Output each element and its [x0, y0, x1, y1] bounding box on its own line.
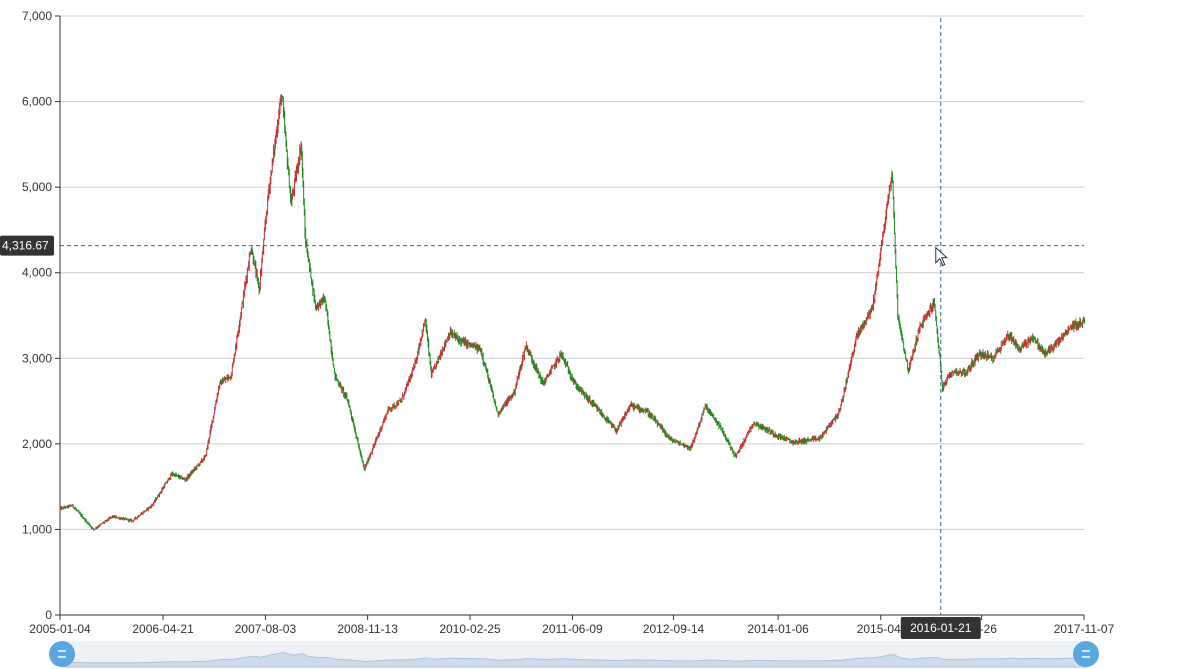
crosshair-x-label-bg	[900, 617, 981, 639]
x-tick-label: 2007-08-03	[235, 622, 297, 636]
x-tick-label: 2017-11-07	[1054, 622, 1115, 636]
x-tick-label: 2015-04-	[857, 622, 905, 636]
data-zoom-slider[interactable]	[49, 641, 1099, 668]
crosshair: 4,316.67 2016-01-21	[0, 18, 1084, 639]
candles[interactable]	[59, 93, 1085, 531]
y-axis-ticks: 0 1,000 2,000 3,000 4,000 5,000 6,000 7,000	[22, 9, 52, 622]
y-tick-label: 0	[45, 608, 52, 622]
zoom-handle-circle[interactable]	[1073, 641, 1099, 667]
grid-lines	[60, 15, 1084, 530]
y-tick-label: 6,000	[22, 95, 52, 109]
y-tick-label: 1,000	[22, 522, 52, 536]
x-tick-label: 2006-04-21	[132, 622, 194, 636]
y-tick-label: 3,000	[22, 351, 52, 365]
x-axis-ticks: 2005-01-04 2006-04-21 2007-08-03 2008-11-13…	[29, 615, 1115, 636]
mouse-cursor-icon	[935, 246, 949, 267]
zoom-handle-left[interactable]	[49, 641, 75, 667]
y-tick-label: 2,000	[22, 437, 52, 451]
x-tick-label: 2005-01-04	[29, 622, 91, 636]
y-tick-label: 4,000	[22, 266, 52, 280]
data-zoom-preview-area	[61, 652, 1087, 668]
zoom-handle-right[interactable]	[1073, 641, 1099, 667]
x-tick-label: 2008-11-13	[337, 622, 398, 636]
y-tick-label: 7,000	[22, 9, 52, 23]
y-tick-label: 5,000	[22, 180, 52, 194]
x-tick-label: 2012-09-14	[643, 622, 705, 636]
x-tick-label: 2011-06-09	[542, 622, 603, 636]
x-tick-label: 2014-01-06	[747, 622, 809, 636]
x-tick-label: 2010-02-25	[439, 622, 501, 636]
zoom-handle-circle[interactable]	[49, 641, 75, 667]
crosshair-y-label: 4,316.67	[2, 239, 49, 253]
crosshair-y-label-bg	[0, 235, 54, 256]
crosshair-x-label: 2016-01-21	[910, 621, 972, 635]
